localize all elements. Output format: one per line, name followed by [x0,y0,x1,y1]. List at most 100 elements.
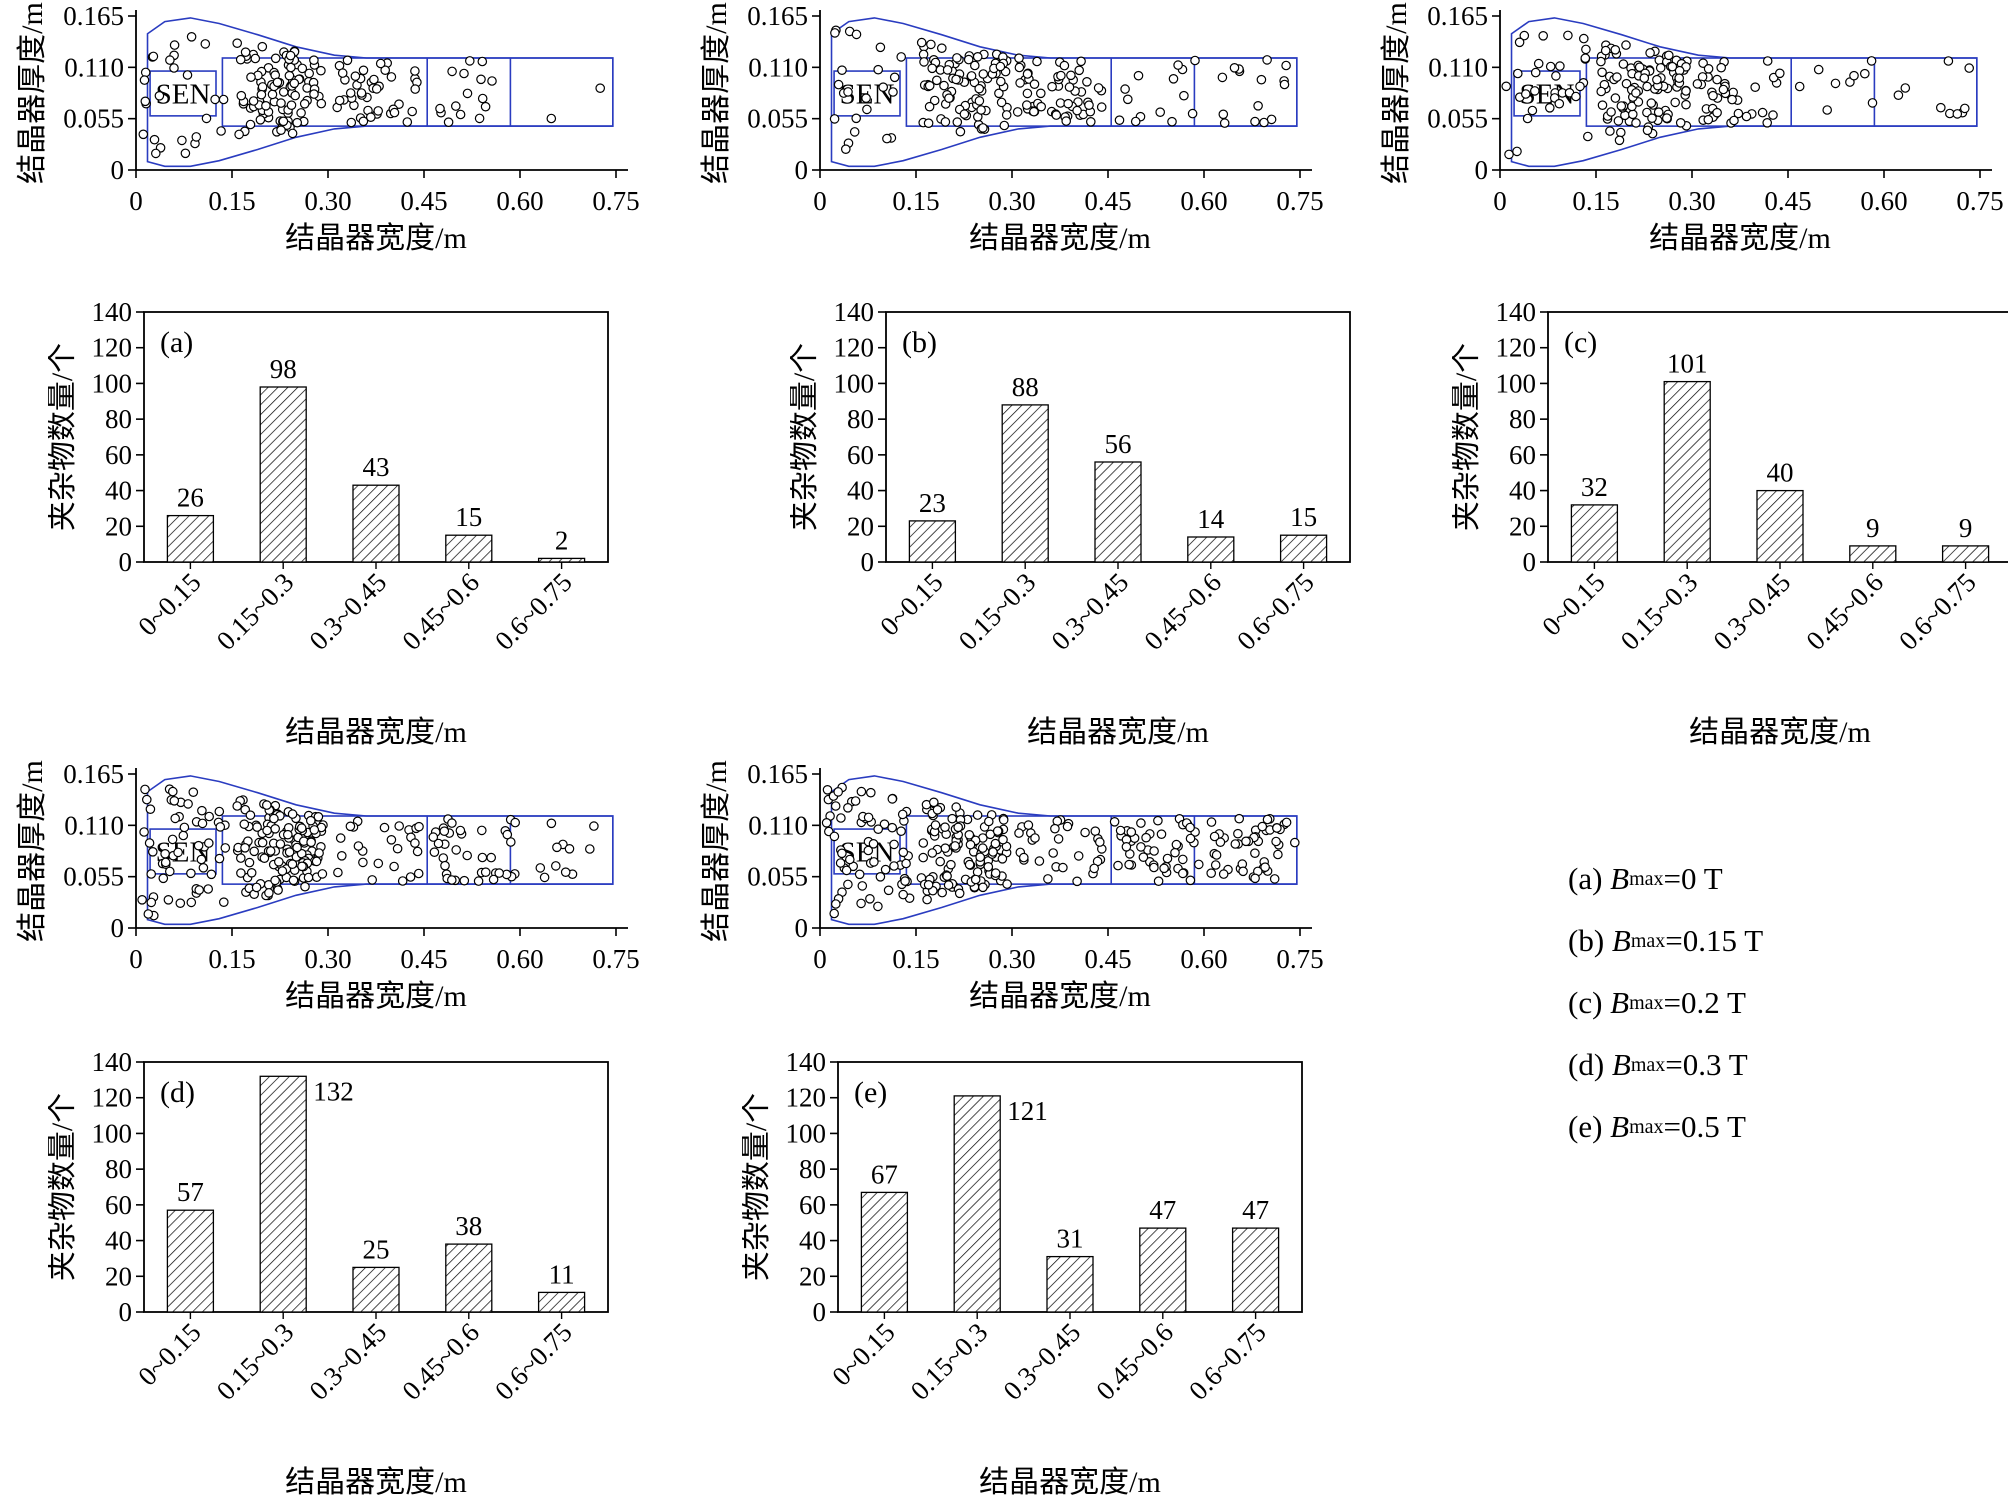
bar [259,1075,307,1313]
y-axis-title: 结晶器厚度/m [700,760,733,942]
x-tick-label: 0.3~0.45 [1707,567,1796,656]
bar-value-label: 14 [1197,504,1225,534]
bar [166,514,215,563]
x-tick-label: 0.60 [496,186,543,216]
y-tick-label: 120 [1496,333,1537,363]
bar [1570,504,1619,563]
y-tick-label: 140 [92,300,133,327]
x-tick-label: 0.3~0.45 [303,1317,392,1406]
bar-panel-d: 0 20 40 60 80 100 120 140 夹杂物数量/个 结晶器宽度/m 57 0~0.15… [48,1050,638,1499]
x-axis-title: 结晶器宽度/m [285,716,467,749]
scatter-points [138,31,605,159]
x-axis-title: 结晶器宽度/m [969,222,1151,255]
y-tick-label: 0 [795,155,809,185]
legend-symbol: B [1610,985,1630,1020]
bar [1139,1227,1187,1313]
bar-panel-e: 0 20 40 60 80 100 120 140 夹杂物数量/个 结晶器宽度/m 67 0~0.15… [742,1050,1332,1499]
y-tick-label: 20 [105,511,132,541]
x-tick-label: 0.60 [1180,944,1227,974]
bar [860,1191,909,1313]
bar-value-label: 88 [1012,372,1039,402]
bar-value-label: 98 [270,354,297,384]
y-tick-label: 100 [834,368,875,398]
legend-symbol: B [1611,923,1631,958]
x-tick-label: 0~0.15 [826,1317,901,1392]
x-tick-label: 0.15~0.3 [1615,567,1704,656]
bar [1663,380,1711,563]
scatter-panel-d: 0 0.055 0.110 0.165 0 0.15 0.30 0.45 0.60 0.75 结晶器… [16,760,651,1032]
bar-panel-b: 0 20 40 60 80 100 120 140 夹杂物数量/个 结晶器宽度/m 23 0~0.15… [790,300,1380,752]
y-tick-label: 0.110 [748,52,808,82]
y-tick-label: 80 [799,1154,826,1184]
x-axis-title: 结晶器宽度/m [1649,222,1831,255]
bar-panel-a: 0 20 40 60 80 100 120 140 夹杂物数量/个 结晶器宽度/m 26 0~0.15… [48,300,638,752]
x-tick-label: 0.15~0.3 [953,567,1042,656]
y-axis-title: 夹杂物数量/个 [48,343,79,531]
bar-value-label: 101 [1667,349,1708,379]
bar [259,386,307,563]
x-tick-label: 0.3~0.45 [997,1317,1086,1406]
mold-outline [146,775,614,926]
x-tick-label: 0~0.15 [1536,567,1611,642]
y-tick-label: 80 [105,404,132,434]
x-tick-label: 0.3~0.45 [303,567,392,656]
scatter-chart-d: 0 0.055 0.110 0.165 0 0.15 0.30 0.45 0.60 0.75 结晶器… [16,760,640,1013]
y-tick-label: 100 [92,368,133,398]
legend-prefix: (e) [1568,1109,1611,1144]
x-tick-label: 0.45~0.6 [396,567,485,656]
x-tick-label: 0 [129,186,143,216]
legend-symbol: B [1610,1109,1630,1144]
y-tick-label: 0 [1475,155,1489,185]
bar-value-label: 43 [363,452,390,482]
legend-prefix: (d) [1568,1047,1612,1082]
x-tick-label: 0.15~0.3 [211,567,300,656]
bar [1046,1255,1094,1313]
bar-value-label: 47 [1149,1195,1176,1225]
legend-symbol: B [1610,861,1630,896]
x-tick-label: 0.45 [1764,186,1811,216]
bar-value-label: 132 [313,1076,354,1106]
bar-value-label: 15 [455,502,482,532]
y-tick-label: 0.110 [748,810,808,840]
y-tick-label: 0.055 [747,862,808,892]
x-tick-label: 0 [813,944,827,974]
x-tick-label: 0.45~0.6 [1800,567,1889,656]
y-tick-label: 20 [847,511,874,541]
bar-value-label: 9 [1959,513,1973,543]
scatter-chart-e: 0 0.055 0.110 0.165 0 0.15 0.30 0.45 0.60 0.75 结晶器… [700,760,1324,1013]
y-tick-label: 80 [105,1154,132,1184]
bar [1279,534,1328,563]
bar [1941,545,1990,563]
x-tick-label: 0.15 [892,944,939,974]
y-tick-label: 100 [786,1118,827,1148]
y-tick-label: 20 [1509,511,1536,541]
bar-value-label: 2 [555,525,569,555]
y-tick-label: 0.110 [64,810,124,840]
y-axis-title: 夹杂物数量/个 [1452,343,1483,531]
x-tick-label: 0.15 [1572,186,1619,216]
scatter-panel-b: 0 0.055 0.110 0.165 0 0.15 0.30 0.45 0.60 0.75 结晶器… [700,2,1335,274]
y-tick-label: 0.165 [63,2,124,31]
legend-subscript: max [1629,1115,1664,1138]
bar [445,1243,493,1313]
legend-prefix: (b) [1568,923,1612,958]
y-tick-label: 0 [111,155,125,185]
y-tick-label: 0.055 [63,862,124,892]
x-tick-label: 0.6~0.75 [1893,567,1982,656]
y-tick-label: 0.165 [747,760,808,789]
bar-value-label: 25 [363,1234,390,1264]
y-tick-label: 80 [1509,404,1536,434]
mold-outline [830,17,1298,168]
scatter-chart-c: 0 0.055 0.110 0.165 0 0.15 0.30 0.45 0.60 0.75 结晶器… [1380,2,2004,255]
legend-subscript: max [1630,929,1666,952]
y-tick-label: 40 [105,1226,132,1256]
x-tick-label: 0.6~0.75 [1183,1317,1272,1406]
y-tick-label: 120 [834,333,875,363]
axes: 0 0.055 0.110 0.165 0 0.15 0.30 0.45 0.60 0.75 结晶器… [700,2,1324,255]
bar-value-label: 11 [549,1259,575,1289]
panel-letter: (e) [854,1076,887,1109]
